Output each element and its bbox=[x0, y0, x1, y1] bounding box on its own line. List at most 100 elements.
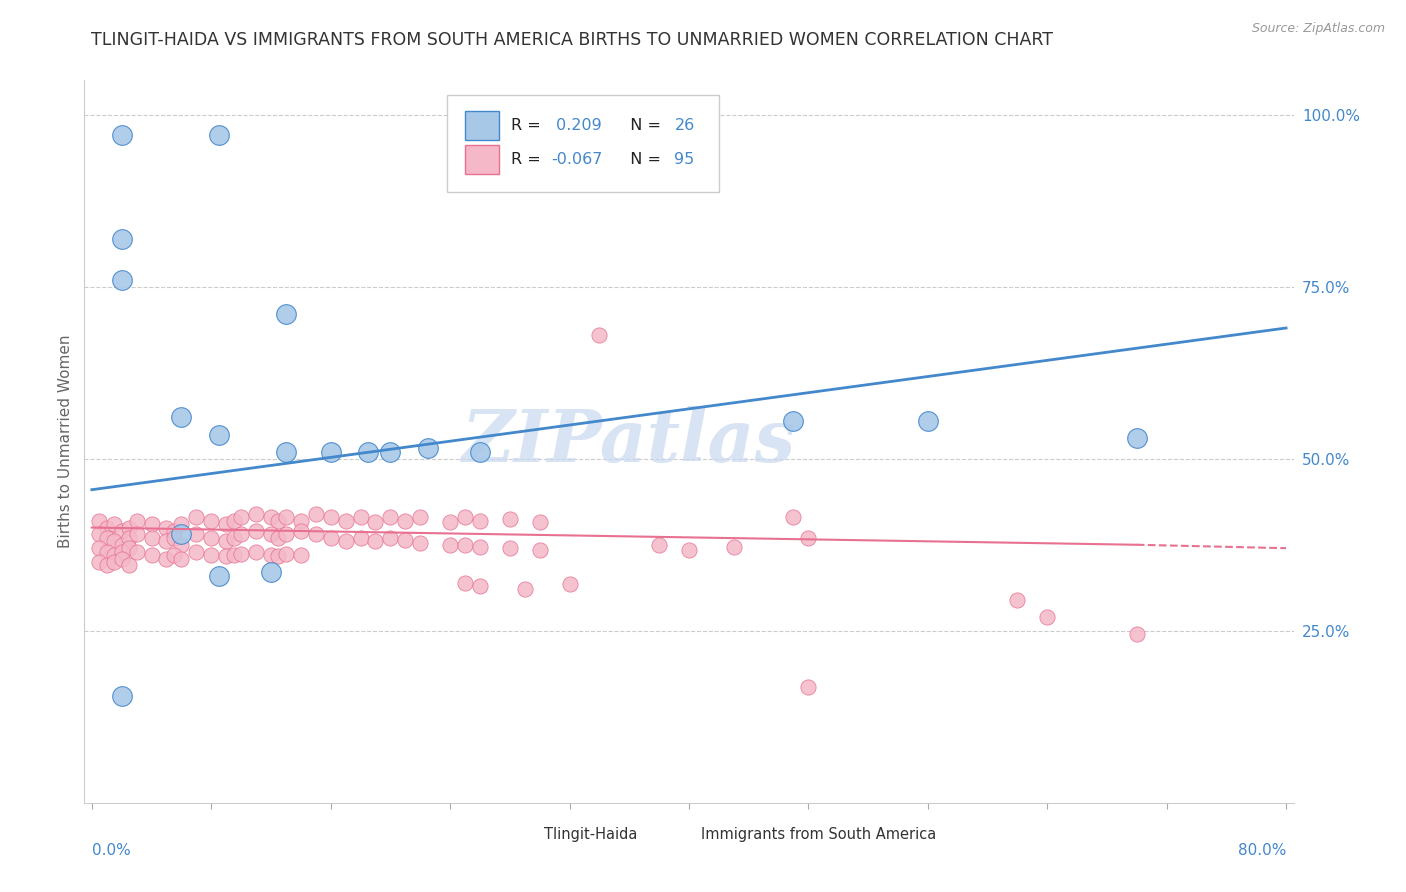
Point bbox=[141, 548, 163, 562]
Point bbox=[111, 544, 134, 558]
Point bbox=[267, 549, 290, 564]
Point bbox=[454, 575, 477, 590]
Point bbox=[499, 541, 522, 556]
Point bbox=[103, 548, 125, 562]
Point bbox=[96, 520, 118, 534]
Point bbox=[260, 548, 283, 562]
Point bbox=[782, 510, 804, 524]
Point bbox=[380, 510, 402, 524]
Point bbox=[200, 548, 222, 562]
Point bbox=[111, 524, 134, 538]
Point bbox=[274, 510, 297, 524]
Point bbox=[155, 551, 177, 566]
Point bbox=[96, 531, 118, 545]
Point bbox=[186, 544, 208, 558]
Point bbox=[274, 527, 297, 541]
Point bbox=[229, 547, 252, 561]
Point bbox=[723, 540, 745, 554]
FancyBboxPatch shape bbox=[665, 824, 692, 845]
Point bbox=[290, 514, 312, 528]
Point bbox=[468, 514, 491, 528]
Point bbox=[208, 128, 231, 143]
Point bbox=[260, 527, 283, 541]
Point bbox=[186, 510, 208, 524]
Point bbox=[215, 517, 238, 532]
Point bbox=[468, 445, 491, 459]
Point bbox=[305, 507, 328, 521]
Text: Tlingit-Haida: Tlingit-Haida bbox=[544, 827, 637, 842]
Point bbox=[118, 558, 141, 573]
Point bbox=[416, 442, 439, 456]
Text: 26: 26 bbox=[675, 119, 695, 133]
Point bbox=[468, 540, 491, 554]
Point bbox=[111, 538, 134, 552]
Point bbox=[409, 535, 432, 549]
Point bbox=[96, 558, 118, 573]
Point bbox=[125, 527, 148, 541]
Point bbox=[274, 445, 297, 459]
Point bbox=[96, 544, 118, 558]
Point bbox=[125, 514, 148, 528]
Point bbox=[155, 520, 177, 534]
Text: N =: N = bbox=[620, 153, 666, 168]
Point bbox=[1036, 610, 1059, 624]
Point bbox=[364, 515, 387, 529]
Y-axis label: Births to Unmarried Women: Births to Unmarried Women bbox=[58, 334, 73, 549]
Point bbox=[394, 533, 416, 547]
Point bbox=[394, 514, 416, 528]
Point bbox=[648, 538, 671, 552]
Point bbox=[588, 327, 610, 342]
Text: TLINGIT-HAIDA VS IMMIGRANTS FROM SOUTH AMERICA BIRTHS TO UNMARRIED WOMEN CORRELA: TLINGIT-HAIDA VS IMMIGRANTS FROM SOUTH A… bbox=[91, 31, 1053, 49]
Point bbox=[454, 510, 477, 524]
Point bbox=[118, 520, 141, 534]
FancyBboxPatch shape bbox=[465, 145, 499, 174]
Point bbox=[439, 538, 461, 552]
Point bbox=[186, 527, 208, 541]
Point bbox=[229, 527, 252, 541]
Point bbox=[89, 527, 111, 541]
Point bbox=[170, 410, 193, 425]
Point bbox=[335, 534, 357, 549]
Text: 0.209: 0.209 bbox=[551, 119, 602, 133]
Point bbox=[200, 531, 222, 545]
Text: -0.067: -0.067 bbox=[551, 153, 602, 168]
Point bbox=[103, 555, 125, 569]
Point bbox=[917, 414, 939, 428]
Point bbox=[364, 534, 387, 549]
Point bbox=[103, 534, 125, 549]
Point bbox=[349, 531, 371, 545]
Point bbox=[89, 555, 111, 569]
Point bbox=[163, 524, 186, 538]
Point bbox=[111, 551, 134, 566]
Point bbox=[468, 579, 491, 593]
Point bbox=[319, 531, 342, 545]
FancyBboxPatch shape bbox=[447, 95, 720, 193]
Text: Source: ZipAtlas.com: Source: ZipAtlas.com bbox=[1251, 22, 1385, 36]
Point bbox=[260, 566, 283, 580]
Point bbox=[529, 542, 551, 557]
Point bbox=[118, 541, 141, 556]
Point bbox=[170, 538, 193, 552]
Text: 80.0%: 80.0% bbox=[1237, 843, 1286, 857]
Point bbox=[111, 231, 134, 245]
FancyBboxPatch shape bbox=[508, 824, 534, 845]
Point bbox=[529, 515, 551, 529]
Point bbox=[103, 517, 125, 532]
Point bbox=[155, 534, 177, 549]
Point bbox=[200, 514, 222, 528]
Point bbox=[1379, 125, 1402, 139]
Text: R =: R = bbox=[512, 119, 546, 133]
Point bbox=[170, 527, 193, 541]
Point bbox=[125, 544, 148, 558]
Point bbox=[215, 534, 238, 549]
Point bbox=[513, 582, 536, 597]
Point bbox=[260, 510, 283, 524]
Point bbox=[454, 538, 477, 552]
Point bbox=[163, 548, 186, 562]
Text: N =: N = bbox=[620, 119, 666, 133]
Point bbox=[170, 551, 193, 566]
Point bbox=[222, 531, 245, 545]
Point bbox=[170, 517, 193, 532]
Point bbox=[141, 531, 163, 545]
Point bbox=[118, 531, 141, 545]
